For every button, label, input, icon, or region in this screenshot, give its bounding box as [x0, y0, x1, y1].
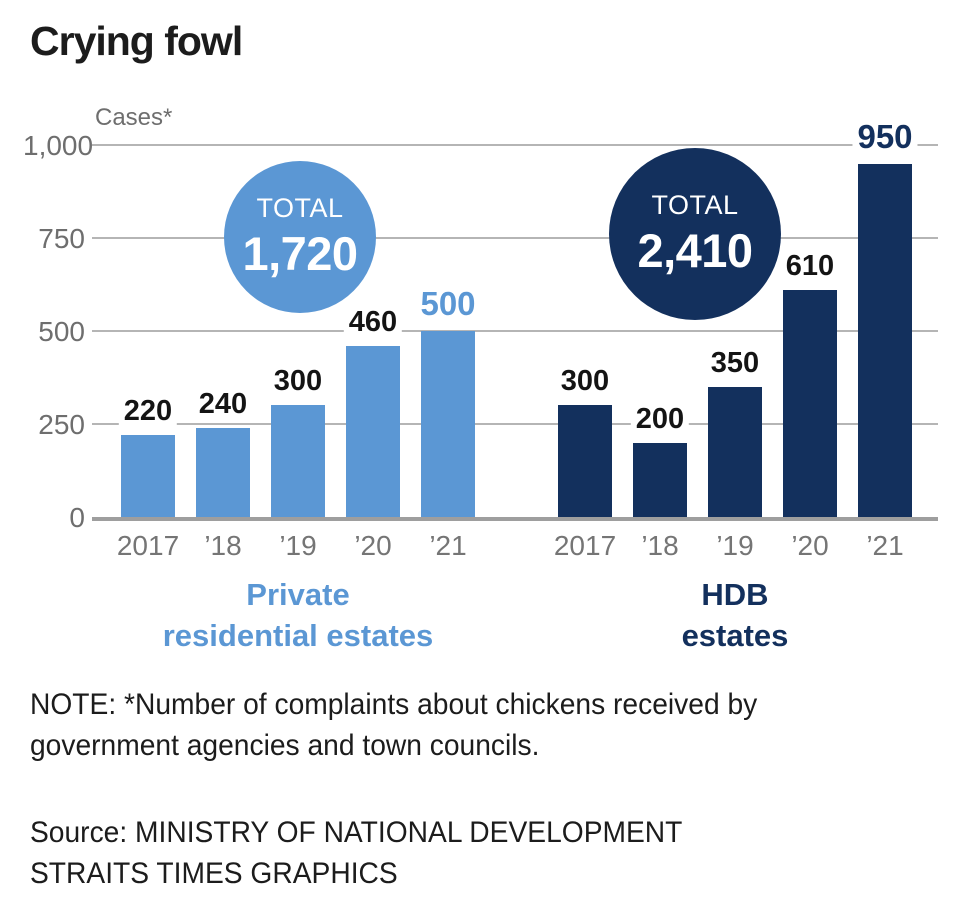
gridline-250: [92, 423, 938, 425]
bar-value-label: 300: [555, 365, 615, 398]
total-badge-private: TOTAL 1,720: [224, 161, 376, 313]
x-tick-label: ’21: [866, 530, 904, 561]
gridline-1,000: [92, 144, 938, 146]
x-tick-label: ’21: [429, 530, 467, 561]
bar-value-label: 200: [630, 403, 690, 436]
page-title: Crying fowl: [30, 18, 243, 64]
note-line-1: NOTE: *Number of complaints about chicke…: [30, 688, 758, 721]
bar-value-label: 220: [118, 395, 178, 428]
group-label-private-residential: Private residential estates: [88, 574, 508, 656]
total-badge-hdb: TOTAL 2,410: [609, 148, 781, 320]
x-tick-label: ’18: [204, 530, 242, 561]
y-tick-label-500: 500: [38, 316, 85, 347]
bar-private-residential-estates-19: [271, 405, 325, 517]
bar-private-residential-estates-18: [196, 428, 250, 517]
bar-value-label: 240: [193, 388, 253, 421]
y-tick-label-1,000: 1,000: [23, 130, 94, 161]
x-tick-label: ’18: [641, 530, 679, 561]
bar-private-residential-estates-2017: [121, 435, 175, 517]
x-tick-label: 2017: [553, 530, 617, 561]
y-tick-label-750: 750: [38, 223, 85, 254]
bar-value-label: 500: [415, 285, 481, 323]
y-tick-label-250: 250: [38, 409, 85, 440]
note-text: NOTE: *Number of complaints about chicke…: [30, 684, 757, 766]
gridline-500: [92, 330, 938, 332]
bar-value-label: 950: [852, 118, 918, 156]
x-tick-label: ’19: [716, 530, 754, 561]
total-caption-hdb: TOTAL: [651, 190, 739, 220]
y-tick-label-0: 0: [69, 502, 85, 533]
group-label-private-line1: Private: [246, 577, 350, 612]
group-label-hdb-estates: HDB estates: [525, 574, 945, 656]
x-tick-label: ’20: [354, 530, 392, 561]
bar-hdb-estates-21: [858, 164, 912, 517]
y-axis-unit-label: Cases*: [95, 104, 173, 131]
x-tick-label: ’20: [791, 530, 829, 561]
bar-value-label: 610: [780, 250, 840, 283]
source-line-2: STRAITS TIMES GRAPHICS: [30, 857, 398, 890]
note-line-2: government agencies and town councils.: [30, 729, 540, 762]
bar-value-label: 460: [343, 306, 403, 339]
x-axis-baseline: [92, 517, 938, 521]
group-label-hdb-line1: HDB: [701, 577, 769, 612]
group-label-hdb-line2: estates: [681, 618, 789, 653]
total-caption-private: TOTAL: [256, 193, 344, 223]
bar-private-residential-estates-21: [421, 331, 475, 517]
group-label-private-line2: residential estates: [162, 618, 434, 653]
bar-value-label: 300: [268, 365, 328, 398]
total-value-private: 1,720: [242, 227, 358, 280]
bar-private-residential-estates-20: [346, 346, 400, 517]
x-tick-label: 2017: [116, 530, 180, 561]
total-value-hdb: 2,410: [637, 224, 753, 277]
bar-hdb-estates-20: [783, 290, 837, 517]
source-line-1: Source: MINISTRY OF NATIONAL DEVELOPMENT: [30, 816, 683, 849]
bar-hdb-estates-18: [633, 443, 687, 517]
bar-value-label: 350: [705, 347, 765, 380]
x-tick-label: ’19: [279, 530, 317, 561]
gridline-750: [92, 237, 938, 239]
bar-hdb-estates-2017: [558, 405, 612, 517]
source-text: Source: MINISTRY OF NATIONAL DEVELOPMENT…: [30, 812, 682, 894]
bar-hdb-estates-19: [708, 387, 762, 517]
